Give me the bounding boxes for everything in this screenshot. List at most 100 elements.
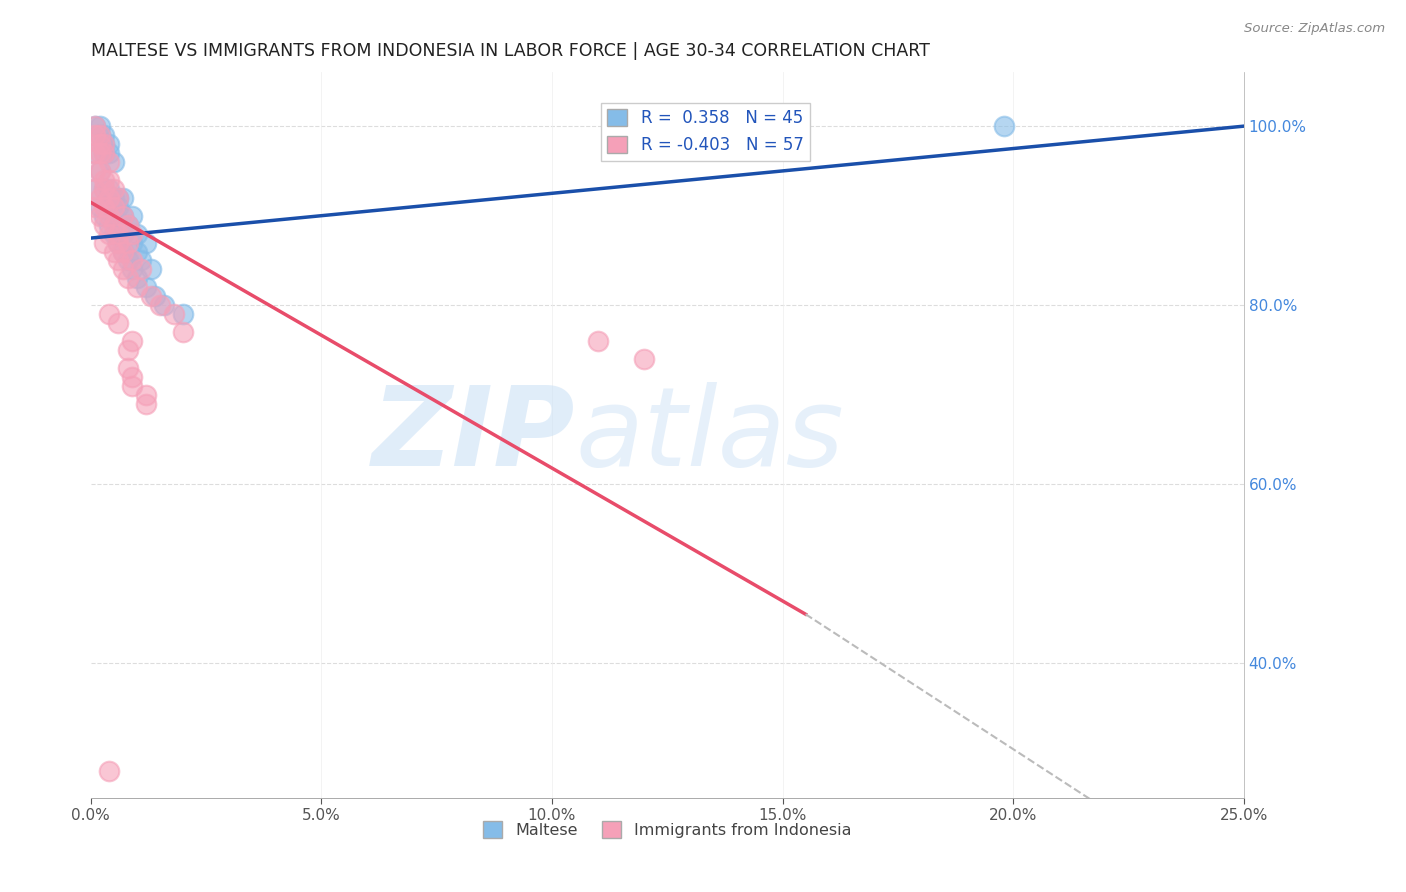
Point bbox=[107, 218, 129, 232]
Point bbox=[117, 253, 139, 268]
Point bbox=[107, 200, 129, 214]
Point bbox=[98, 218, 121, 232]
Point bbox=[93, 137, 115, 152]
Point bbox=[111, 262, 134, 277]
Point bbox=[103, 182, 125, 196]
Point bbox=[131, 253, 153, 268]
Text: MALTESE VS IMMIGRANTS FROM INDONESIA IN LABOR FORCE | AGE 30-34 CORRELATION CHAR: MALTESE VS IMMIGRANTS FROM INDONESIA IN … bbox=[90, 42, 929, 60]
Point bbox=[111, 191, 134, 205]
Point bbox=[98, 191, 121, 205]
Point bbox=[98, 146, 121, 161]
Point bbox=[125, 271, 148, 285]
Point bbox=[121, 334, 143, 348]
Point bbox=[98, 137, 121, 152]
Point bbox=[993, 119, 1015, 133]
Point bbox=[93, 146, 115, 161]
Point bbox=[121, 209, 143, 223]
Point bbox=[107, 253, 129, 268]
Point bbox=[84, 146, 107, 161]
Point bbox=[135, 397, 157, 411]
Point bbox=[153, 298, 176, 312]
Text: Source: ZipAtlas.com: Source: ZipAtlas.com bbox=[1244, 22, 1385, 36]
Point bbox=[121, 379, 143, 393]
Point bbox=[107, 235, 129, 250]
Point bbox=[139, 262, 162, 277]
Point bbox=[135, 235, 157, 250]
Point bbox=[84, 119, 107, 133]
Point bbox=[107, 227, 129, 241]
Point bbox=[98, 182, 121, 196]
Point bbox=[125, 244, 148, 259]
Point bbox=[117, 360, 139, 375]
Point bbox=[143, 289, 166, 303]
Point bbox=[98, 307, 121, 321]
Point bbox=[121, 253, 143, 268]
Point bbox=[89, 191, 111, 205]
Point bbox=[172, 325, 194, 339]
Point bbox=[93, 146, 115, 161]
Point bbox=[121, 262, 143, 277]
Point bbox=[103, 155, 125, 169]
Point bbox=[121, 227, 143, 241]
Point bbox=[93, 173, 115, 187]
Point bbox=[89, 119, 111, 133]
Point bbox=[103, 218, 125, 232]
Point bbox=[135, 280, 157, 294]
Point bbox=[117, 271, 139, 285]
Point bbox=[89, 164, 111, 178]
Point bbox=[117, 218, 139, 232]
Text: atlas: atlas bbox=[575, 382, 844, 489]
Point bbox=[93, 137, 115, 152]
Point bbox=[139, 289, 162, 303]
Point bbox=[107, 316, 129, 330]
Legend: Maltese, Immigrants from Indonesia: Maltese, Immigrants from Indonesia bbox=[477, 815, 858, 844]
Point bbox=[93, 235, 115, 250]
Point bbox=[89, 200, 111, 214]
Point bbox=[117, 235, 139, 250]
Point bbox=[633, 351, 655, 366]
Point bbox=[111, 227, 134, 241]
Point bbox=[131, 262, 153, 277]
Point bbox=[103, 191, 125, 205]
Point bbox=[103, 227, 125, 241]
Point bbox=[107, 235, 129, 250]
Point bbox=[98, 764, 121, 778]
Text: ZIP: ZIP bbox=[371, 382, 575, 489]
Point bbox=[111, 244, 134, 259]
Point bbox=[84, 164, 107, 178]
Point bbox=[98, 227, 121, 241]
Point bbox=[84, 119, 107, 133]
Point bbox=[89, 164, 111, 178]
Point bbox=[111, 209, 134, 223]
Point bbox=[98, 155, 121, 169]
Point bbox=[103, 209, 125, 223]
Point bbox=[125, 227, 148, 241]
Point bbox=[163, 307, 186, 321]
Point bbox=[93, 182, 115, 196]
Point bbox=[121, 370, 143, 384]
Point bbox=[89, 146, 111, 161]
Point bbox=[89, 128, 111, 142]
Point bbox=[84, 200, 107, 214]
Point bbox=[135, 388, 157, 402]
Point bbox=[117, 218, 139, 232]
Point bbox=[111, 209, 134, 223]
Point bbox=[93, 128, 115, 142]
Point bbox=[111, 244, 134, 259]
Point bbox=[107, 191, 129, 205]
Point bbox=[586, 334, 609, 348]
Point bbox=[103, 244, 125, 259]
Point bbox=[93, 209, 115, 223]
Point bbox=[84, 146, 107, 161]
Point bbox=[98, 209, 121, 223]
Point bbox=[121, 235, 143, 250]
Point bbox=[84, 182, 107, 196]
Point bbox=[89, 137, 111, 152]
Point bbox=[98, 200, 121, 214]
Point bbox=[93, 200, 115, 214]
Point bbox=[93, 218, 115, 232]
Point bbox=[98, 173, 121, 187]
Point bbox=[89, 209, 111, 223]
Point bbox=[84, 182, 107, 196]
Point bbox=[149, 298, 172, 312]
